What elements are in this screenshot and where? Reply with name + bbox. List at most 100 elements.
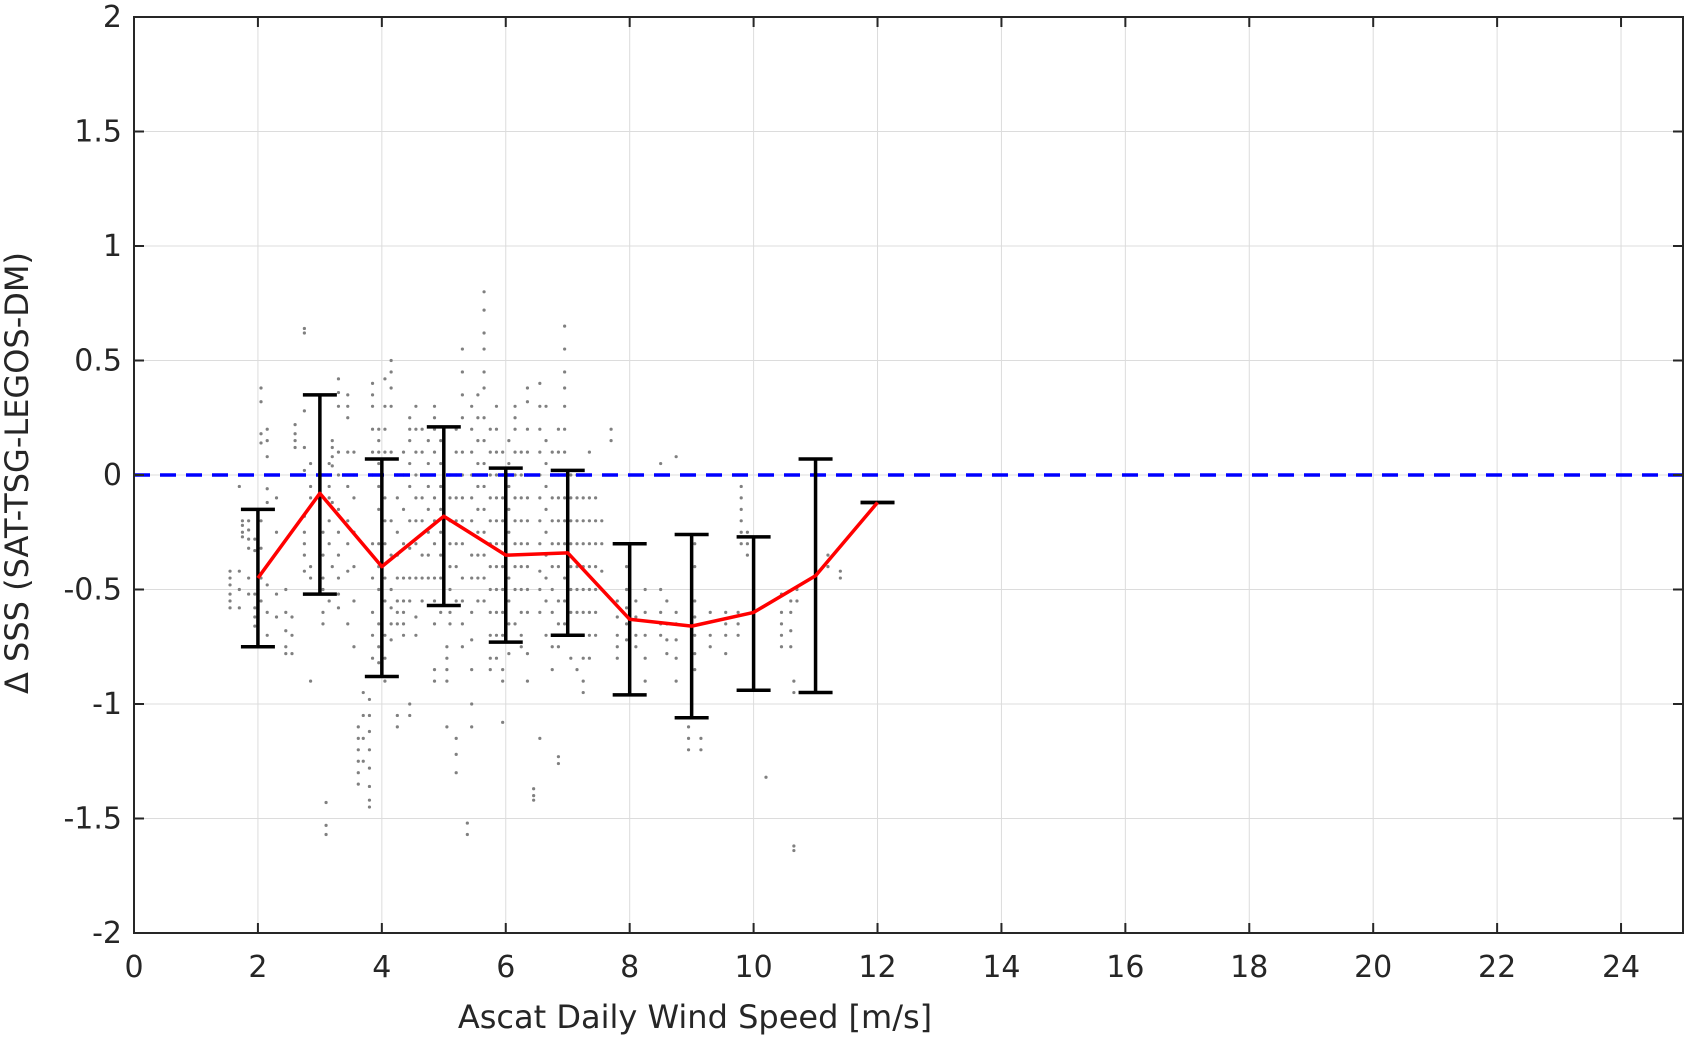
scatter-point <box>414 496 418 500</box>
x-tick-label: 14 <box>982 950 1020 985</box>
scatter-point <box>789 629 793 633</box>
scatter-point <box>739 530 743 534</box>
x-tick-label: 4 <box>372 950 391 985</box>
scatter-point <box>237 587 241 592</box>
scatter-point <box>488 427 492 431</box>
scatter-point <box>336 390 341 395</box>
scatter-point <box>377 542 381 546</box>
scatter-point <box>792 690 796 695</box>
scatter-point <box>408 713 412 718</box>
scatter-point <box>476 576 480 580</box>
scatter-point <box>587 450 592 454</box>
scatter-point <box>563 427 567 431</box>
scatter-point <box>693 542 697 546</box>
scatter-point <box>293 439 297 443</box>
scatter-point <box>575 668 579 672</box>
scatter-point <box>507 576 511 580</box>
scatter-point <box>826 553 830 557</box>
scatter-point <box>550 610 554 615</box>
scatter-point <box>665 638 669 642</box>
scatter-point <box>544 461 548 466</box>
scatter-point <box>513 496 517 500</box>
scatter-point <box>470 450 474 454</box>
scatter-point <box>581 542 585 546</box>
scatter-point <box>724 610 728 615</box>
scatter-point <box>563 622 567 626</box>
scatter-point <box>708 633 712 637</box>
scatter-point <box>274 592 279 596</box>
scatter-point <box>699 736 703 740</box>
scatter-point <box>383 633 387 637</box>
scatter-point <box>488 633 492 637</box>
scatter-point <box>494 565 499 569</box>
scatter-point <box>420 427 424 431</box>
x-tick-label: 0 <box>124 950 143 985</box>
y-tick-label: 1.5 <box>74 115 122 150</box>
scatter-point <box>414 576 418 580</box>
scatter-point <box>470 702 474 706</box>
scatter-point <box>445 656 449 660</box>
scatter-point <box>587 565 592 569</box>
scatter-point <box>460 370 464 374</box>
scatter-point <box>643 587 647 592</box>
scatter-point <box>460 542 464 546</box>
scatter-point <box>454 565 458 569</box>
scatter-point <box>686 725 691 729</box>
scatter-point <box>615 615 619 619</box>
scatter-point <box>745 553 750 557</box>
scatter-point <box>470 427 474 431</box>
scatter-point <box>330 445 334 450</box>
scatter-point <box>525 652 530 656</box>
scatter-point <box>383 542 387 546</box>
scatter-point <box>321 553 325 557</box>
scatter-point <box>686 748 691 752</box>
scatter-point <box>401 633 406 637</box>
scatter-point <box>470 519 474 523</box>
scatter-point <box>426 553 430 557</box>
scatter-point <box>346 393 350 397</box>
scatter-point <box>414 542 418 546</box>
scatter-point <box>739 542 743 546</box>
scatter-point <box>401 542 406 546</box>
scatter-point <box>550 519 554 523</box>
scatter-point <box>367 766 372 770</box>
scatter-point <box>507 484 511 489</box>
scatter-point <box>569 587 573 592</box>
scatter-point <box>389 358 393 363</box>
scatter-point <box>581 679 585 683</box>
x-tick-label: 18 <box>1230 950 1268 985</box>
scatter-point <box>377 622 381 626</box>
scatter-point <box>600 542 604 546</box>
x-tick-label: 8 <box>620 950 639 985</box>
scatter-point <box>367 697 372 702</box>
scatter-point <box>525 386 530 390</box>
scatter-point <box>513 473 517 477</box>
scatter-point <box>501 587 505 592</box>
scatter-point <box>488 656 492 660</box>
scatter-point <box>501 542 505 546</box>
scatter-point <box>408 427 412 431</box>
scatter-point <box>414 615 418 619</box>
scatter-point <box>501 679 505 683</box>
scatter-point <box>432 679 437 683</box>
y-tick-label: -1.5 <box>63 802 122 837</box>
scatter-point <box>253 548 257 553</box>
scatter-point <box>513 427 517 431</box>
scatter-point <box>432 542 437 546</box>
scatter-point <box>448 622 452 626</box>
scatter-point <box>432 668 437 672</box>
scatter-point <box>600 519 604 523</box>
scatter-point <box>513 565 517 569</box>
scatter-point <box>665 599 669 603</box>
y-tick-label: 1 <box>103 229 122 264</box>
scatter-point <box>383 599 387 603</box>
scatter-point <box>470 553 474 557</box>
scatter-point <box>377 427 381 431</box>
scatter-point <box>482 308 486 312</box>
scatter-point <box>395 599 399 603</box>
y-tick-label: 2 <box>103 0 122 35</box>
scatter-point <box>336 377 341 381</box>
scatter-point <box>302 326 306 331</box>
scatter-point <box>482 484 486 489</box>
scatter-point <box>395 530 399 534</box>
